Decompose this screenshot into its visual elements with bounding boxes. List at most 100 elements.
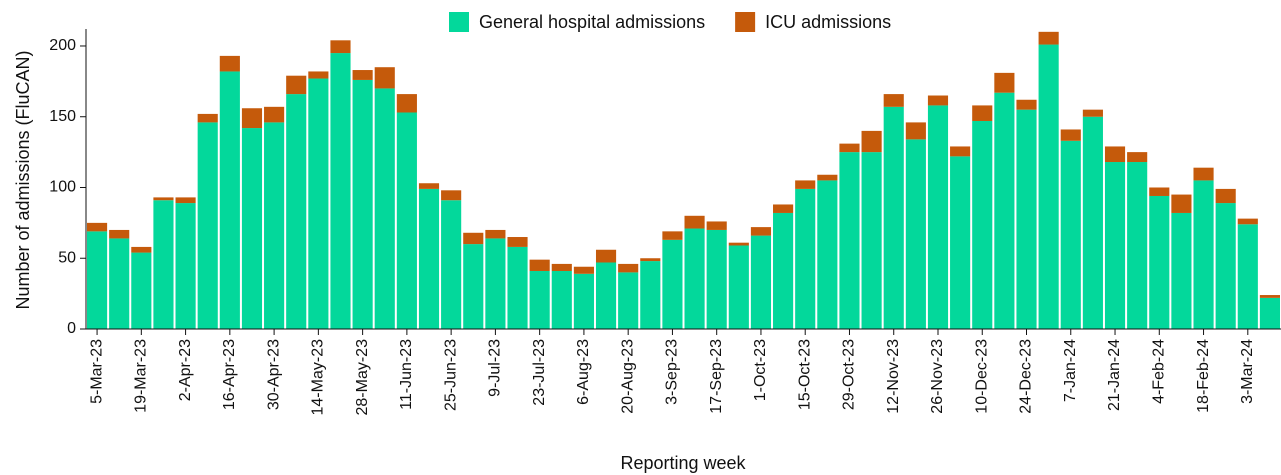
- bar-segment: [773, 212, 794, 329]
- bar-segment: [485, 229, 506, 239]
- bar-segment: [573, 266, 594, 274]
- y-axis-label: Number of admissions (FluCAN): [13, 50, 33, 309]
- x-tick-label: 3-Sep-23: [664, 339, 681, 405]
- y-tick-label: 100: [49, 179, 76, 196]
- x-tick-label: 16-Apr-23: [221, 339, 238, 410]
- x-tick-label: 7-Jan-24: [1062, 339, 1079, 402]
- y-tick-label: 150: [49, 108, 76, 125]
- bar-segment: [352, 70, 373, 80]
- bar-segment: [839, 152, 860, 329]
- x-axis-label: Reporting week: [620, 453, 746, 473]
- bar-segment: [529, 259, 550, 271]
- bar-segment: [1237, 224, 1258, 329]
- bar-segment: [1259, 297, 1280, 329]
- bar-segment: [773, 204, 794, 213]
- x-tick-label: 30-Apr-23: [265, 339, 282, 410]
- y-tick-label: 0: [67, 320, 76, 337]
- bar-segment: [883, 106, 904, 329]
- bar-segment: [175, 203, 196, 329]
- bar-segment: [197, 113, 218, 123]
- x-tick-label: 10-Dec-23: [973, 339, 990, 414]
- x-tick-label: 15-Oct-23: [796, 339, 813, 410]
- x-tick-label: 3-Mar-24: [1239, 339, 1256, 404]
- bar-segment: [950, 146, 971, 157]
- bar-segment: [1104, 146, 1126, 163]
- bar-segment: [750, 235, 772, 329]
- bar-segment: [1215, 203, 1236, 329]
- bar-segment: [883, 94, 904, 107]
- bar-segment: [1038, 44, 1059, 329]
- x-tick-label: 25-Jun-23: [442, 339, 459, 411]
- bar-segment: [153, 200, 174, 329]
- bar-segment: [861, 130, 882, 153]
- bar-segment: [330, 53, 351, 329]
- bar-segment: [595, 249, 617, 263]
- x-tick-label: 19-Mar-23: [133, 339, 150, 413]
- bar-segment: [374, 88, 395, 329]
- legend-swatch: [449, 12, 469, 32]
- bar-segment: [1104, 162, 1126, 329]
- legend-swatch: [735, 12, 756, 32]
- bar-segment: [972, 105, 993, 121]
- bar-segment: [573, 273, 594, 329]
- bar-segment: [1038, 31, 1059, 45]
- bar-segment: [1127, 152, 1148, 163]
- bar-segment: [994, 92, 1015, 329]
- bar-segment: [1127, 162, 1148, 329]
- bar-segment: [618, 272, 639, 329]
- bar-segment: [1149, 195, 1170, 329]
- bar-segment: [1016, 109, 1037, 330]
- bar-segment: [662, 239, 683, 329]
- bar-segment: [972, 120, 993, 329]
- bar-segment: [795, 188, 816, 329]
- bar-segment: [109, 229, 130, 239]
- bar-segment: [662, 231, 683, 240]
- bar-segment: [308, 71, 329, 79]
- x-tick-label: 28-May-23: [354, 339, 371, 416]
- x-tick-label: 11-Jun-23: [398, 339, 415, 410]
- bar-segment: [1259, 295, 1280, 298]
- bar-segment: [463, 244, 484, 329]
- x-tick-label: 21-Jan-24: [1106, 339, 1123, 411]
- bar-segment: [441, 190, 462, 201]
- bar-segment: [1237, 218, 1258, 225]
- x-tick-label: 17-Sep-23: [708, 339, 725, 414]
- x-tick-label: 29-Oct-23: [841, 339, 858, 410]
- bar-segment: [728, 245, 749, 329]
- bar-segment: [905, 139, 926, 329]
- bar-segment: [706, 229, 727, 329]
- x-tick-label: 5-Mar-23: [88, 339, 105, 404]
- bar-segment: [750, 227, 772, 236]
- bar-segment: [640, 258, 661, 262]
- bar-segment: [905, 122, 926, 140]
- bar-segment: [485, 238, 506, 329]
- bar-segment: [1193, 180, 1214, 329]
- bar-segment: [595, 262, 617, 329]
- x-tick-label: 9-Jul-23: [487, 339, 504, 397]
- bar-segment: [551, 263, 572, 271]
- x-tick-label: 4-Feb-24: [1151, 339, 1168, 404]
- bar-segment: [1082, 109, 1103, 117]
- bar-segment: [795, 180, 816, 189]
- bar-segment: [131, 252, 152, 329]
- bar-segment: [551, 270, 572, 329]
- bar-segment: [241, 108, 263, 129]
- bar-segment: [286, 94, 307, 330]
- bar-segment: [175, 197, 196, 204]
- x-tick-label: 1-Oct-23: [752, 339, 769, 401]
- x-tick-label: 24-Dec-23: [1018, 339, 1035, 414]
- bar-segment: [529, 270, 550, 329]
- bar-segment: [839, 143, 860, 153]
- bar-segment: [817, 174, 838, 181]
- bar-segment: [330, 40, 351, 54]
- bar-segment: [684, 228, 705, 329]
- x-tick-label: 2-Apr-23: [177, 339, 194, 401]
- x-tick-label: 14-May-23: [310, 339, 327, 416]
- legend-label: ICU admissions: [765, 12, 891, 32]
- bar-segment: [1082, 116, 1103, 330]
- bar-segment: [994, 72, 1015, 93]
- bar-segment: [219, 55, 240, 72]
- bar-segment: [352, 79, 373, 330]
- y-tick-label: 50: [58, 249, 76, 266]
